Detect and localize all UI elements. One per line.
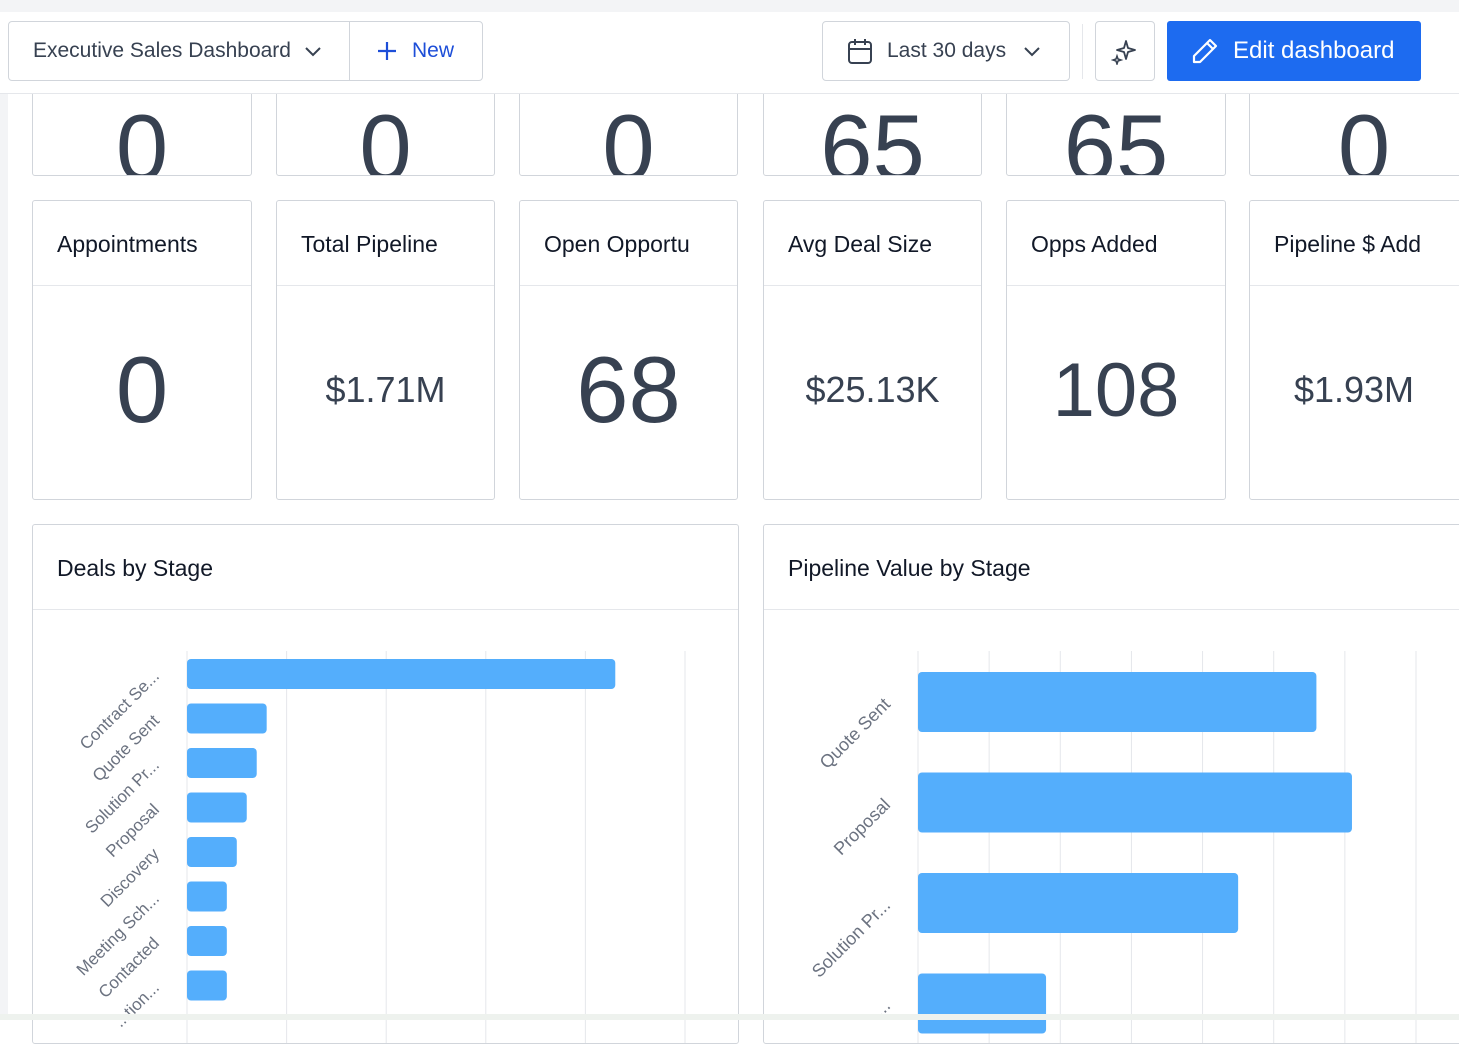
metric-card-open-opportunities[interactable]: Open Opportu 68 <box>519 200 738 500</box>
metric-card-appointments[interactable]: Appointments 0 <box>32 200 252 500</box>
bar[interactable] <box>187 703 267 734</box>
metric-value: 0 <box>1337 95 1391 176</box>
metric-title: Avg Deal Size <box>764 201 981 286</box>
new-label: New <box>412 39 455 62</box>
chart-title: Deals by Stage <box>33 525 738 610</box>
metric-title: Open Opportu <box>520 201 737 286</box>
bar[interactable] <box>187 792 247 823</box>
metric-card-opps-added[interactable]: Opps Added 108 <box>1006 200 1226 500</box>
bar[interactable] <box>187 659 616 689</box>
y-tick-label: Proposal <box>830 795 894 859</box>
metric-title: Appointments <box>33 201 251 286</box>
chevron-down-icon <box>305 47 321 57</box>
bottom-strip <box>0 1014 1459 1020</box>
toolbar-divider <box>1082 24 1083 79</box>
metric-value: 108 <box>1052 347 1180 433</box>
metric-value: $1.71M <box>325 369 446 410</box>
bar[interactable] <box>187 926 227 956</box>
metric-title: Pipeline $ Add <box>1250 201 1459 286</box>
metric-value: 0 <box>359 95 412 176</box>
metric-card-total-pipeline[interactable]: Total Pipeline $1.71M <box>276 200 495 500</box>
bar[interactable] <box>918 772 1352 833</box>
chart-card-pipeline-value-by-stage[interactable]: Pipeline Value by Stage Quote Sent Propos… <box>763 524 1459 1044</box>
left-gutter <box>0 94 8 1020</box>
metric-value: $25.13K <box>805 369 940 410</box>
chart-title: Pipeline Value by Stage <box>764 525 1459 610</box>
metric-value: 0 <box>115 337 169 442</box>
metric-value: 65 <box>1063 95 1169 176</box>
date-range-picker[interactable]: Last 30 days <box>822 21 1070 81</box>
metric-value: $1.93M <box>1293 369 1415 410</box>
dashboard-header: Executive Sales Dashboard New Last 30 da… <box>0 12 1459 94</box>
calendar-icon <box>848 39 872 64</box>
dashboard-selector[interactable]: Executive Sales Dashboard <box>8 21 350 81</box>
bar[interactable] <box>187 748 257 778</box>
bar[interactable] <box>187 837 237 867</box>
new-dashboard-button[interactable]: New <box>349 21 483 81</box>
pencil-icon <box>1192 38 1218 64</box>
plus-icon <box>378 42 396 60</box>
bar[interactable] <box>187 881 227 912</box>
sparkle-icon <box>1111 40 1136 65</box>
bar[interactable] <box>918 873 1239 933</box>
metric-value: 0 <box>115 95 169 176</box>
metric-value: 65 <box>820 95 925 176</box>
dashboard-name: Executive Sales Dashboard <box>33 39 291 62</box>
metric-title: Total Pipeline <box>277 201 494 286</box>
edit-label: Edit dashboard <box>1233 37 1395 64</box>
edit-dashboard-button[interactable]: Edit dashboard <box>1167 21 1421 81</box>
bar[interactable] <box>918 672 1317 732</box>
y-tick-label: Quote Sent <box>816 694 895 773</box>
y-tick-label: Solution Pr... <box>808 895 894 981</box>
bar[interactable] <box>187 970 227 1001</box>
metric-value: 68 <box>576 337 681 442</box>
metric-value: 0 <box>602 95 655 176</box>
bar[interactable] <box>918 973 1047 1034</box>
metric-title: Opps Added <box>1007 201 1225 286</box>
chevron-down-icon <box>1024 47 1040 57</box>
chart-card-deals-by-stage[interactable]: Deals by Stage Contract Se... Quote Sent S… <box>32 524 739 1044</box>
date-range-label: Last 30 days <box>887 39 1007 62</box>
ai-sparkle-button[interactable] <box>1095 21 1155 81</box>
metric-card-pipeline-added[interactable]: Pipeline $ Add $1.93M <box>1249 200 1459 500</box>
metric-card-avg-deal-size[interactable]: Avg Deal Size $25.13K <box>763 200 982 500</box>
